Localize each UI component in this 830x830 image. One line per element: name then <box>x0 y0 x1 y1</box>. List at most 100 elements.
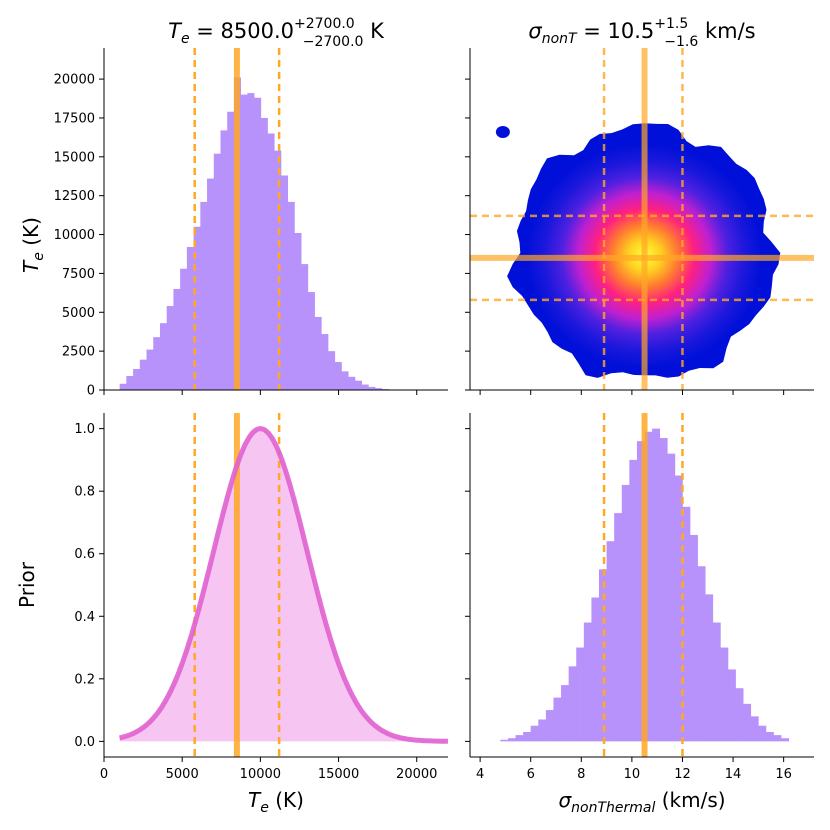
te-hist-bar <box>159 323 168 390</box>
te-hist-bar <box>281 175 289 390</box>
sigma-hist-bar <box>500 739 509 742</box>
te-hist-ytick-label: 15000 <box>54 150 95 165</box>
te-hist-bar <box>153 337 161 390</box>
sigma-hist-bar <box>553 697 562 742</box>
sigma-hist-bar <box>523 731 532 742</box>
sigma-hist-xtick-label: 6 <box>527 767 535 782</box>
prior-xtick-label: 10000 <box>240 767 281 782</box>
te-hist-bar <box>146 349 154 390</box>
xlabel-te: Te (K) <box>248 788 304 816</box>
sigma-hist-bar <box>690 534 698 742</box>
te-hist-bar <box>200 201 208 390</box>
te-hist-bar <box>314 316 322 390</box>
sigma-hist-xtick-label: 4 <box>476 767 484 782</box>
sigma-hist-xtick-label: 8 <box>577 767 585 782</box>
sigma-hist-bar <box>674 475 683 742</box>
te-hist-bar <box>227 111 235 391</box>
te-hist-bar <box>341 371 349 390</box>
prior-ytick-label: 0.6 <box>74 547 95 562</box>
te-hist-bar <box>274 150 282 390</box>
prior-ytick-label: 0.8 <box>74 485 95 500</box>
sigma-hist-bar <box>515 735 524 742</box>
te-hist-bar <box>260 117 268 391</box>
ylabel-te: Te (K) <box>19 217 47 273</box>
panel-joint-density <box>465 48 814 395</box>
te-hist-bar <box>207 178 215 390</box>
te-hist-bar <box>354 380 362 390</box>
te-hist-bar <box>126 376 134 390</box>
sigma-hist-bar <box>583 622 592 742</box>
sigma-hist-xtick-label: 12 <box>674 767 691 782</box>
te-hist-bar <box>375 388 383 390</box>
sigma-hist-bar <box>720 647 729 742</box>
sigma-hist-bar <box>576 647 585 742</box>
sigma-hist-bar <box>728 669 736 742</box>
te-hist-bar <box>307 292 315 390</box>
sigma-hist-bar <box>644 431 653 742</box>
title-sigma: σnonT = 10.5+1.5 −1.6 km/s <box>528 16 755 50</box>
te-hist-ytick-label: 20000 <box>54 73 95 88</box>
te-hist-bar <box>139 359 147 390</box>
sigma-hist-bar <box>697 566 706 742</box>
te-hist-bar <box>220 130 228 390</box>
te-hist-bar <box>368 386 376 390</box>
sigma-hist-bar <box>712 622 721 742</box>
sigma-hist-bar <box>530 725 539 742</box>
te-hist-ytick-label: 12500 <box>54 189 95 204</box>
sigma-hist-bar <box>758 725 767 742</box>
sigma-hist-xtick-label: 14 <box>725 767 742 782</box>
sigma-hist-bar <box>591 597 600 742</box>
ylabel-prior: Prior <box>15 561 39 608</box>
sigma-hist-bar <box>682 506 691 742</box>
sigma-hist-bar <box>507 738 516 742</box>
prior-area <box>119 428 448 742</box>
te-hist-ytick-label: 7500 <box>62 267 95 282</box>
prior-xtick-label: 15000 <box>318 767 359 782</box>
prior-curve <box>118 426 449 744</box>
prior-ytick-label: 1.0 <box>74 422 95 437</box>
sigma-hist-bar <box>750 716 759 742</box>
sigma-hist-xtick-label: 10 <box>624 767 641 782</box>
panel-te-histogram: 0 2500 5000 7500 10000 12500 15000 17500 20000 <box>54 48 448 399</box>
te-hist-ytick-label: 5000 <box>62 306 95 321</box>
sigma-hist-bar <box>773 735 782 742</box>
te-hist-bar <box>294 232 302 390</box>
te-hist-bar <box>348 376 356 390</box>
sigma-hist-bar <box>621 484 630 742</box>
te-hist-bar <box>180 268 188 390</box>
te-hist-bar <box>267 133 275 390</box>
xlabel-sigma: σnonThermal (km/s) <box>558 788 725 816</box>
sigma-hist-bar <box>636 441 645 742</box>
sigma-hist-bar <box>667 453 676 742</box>
te-hist-ytick-label: 17500 <box>54 111 95 126</box>
te-hist-bar <box>213 153 221 390</box>
sigma-hist-bar <box>765 731 774 742</box>
prior-xtick-label: 0 <box>100 767 108 782</box>
te-hist-bar <box>301 264 309 390</box>
te-hist-ytick-label: 2500 <box>62 345 95 360</box>
te-hist-bar <box>254 97 262 390</box>
panel-sigma-histogram: 4 6 8 10 12 14 16 <box>465 413 814 782</box>
te-hist-ytick-label: 0 <box>87 384 95 399</box>
te-hist-ytick-label: 10000 <box>54 228 95 243</box>
sigma-hist-bar <box>652 428 661 742</box>
sigma-hist-bar <box>735 688 744 742</box>
sigma-hist-bar <box>705 594 714 742</box>
te-hist-bar <box>240 94 248 391</box>
panel-te-prior: 0.0 0.2 0.4 0.6 0.8 1.0 0 5000 10000 15000 20000 <box>74 413 449 782</box>
te-hist-bar <box>186 246 194 390</box>
te-hist-bar <box>119 383 127 390</box>
sigma-hist-bar <box>659 438 668 742</box>
sigma-hist-bar <box>781 738 790 742</box>
te-hist-bar <box>321 334 329 390</box>
sigma-hist-bar <box>538 719 547 742</box>
sigma-hist-xtick-label: 16 <box>775 767 792 782</box>
prior-ytick-label: 0.4 <box>74 610 95 625</box>
sigma-hist-bar <box>568 666 577 742</box>
sigma-hist-bar <box>545 710 554 742</box>
density-outlier-blob <box>495 125 510 138</box>
sigma-hist-bar <box>606 541 615 742</box>
te-hist-bar <box>133 369 141 390</box>
te-hist-bar <box>287 201 295 390</box>
